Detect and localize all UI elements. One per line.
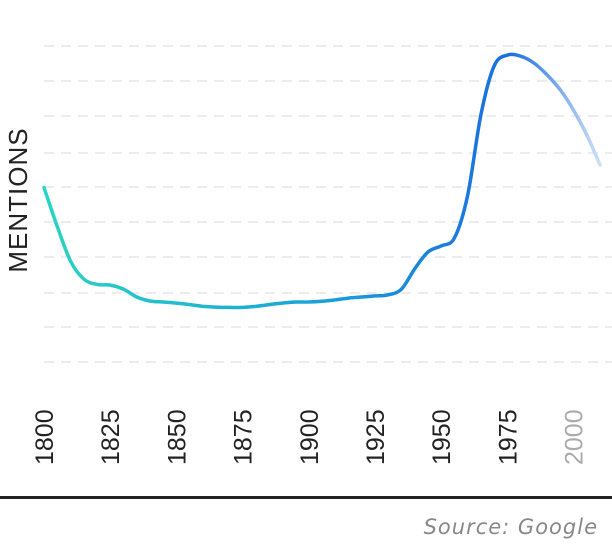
x-axis-baseline bbox=[0, 496, 612, 499]
x-tick-label: 1900 bbox=[296, 409, 324, 465]
x-tick-label: 1875 bbox=[230, 409, 258, 465]
x-tick-label: 1800 bbox=[31, 409, 59, 465]
grid-lines bbox=[44, 45, 612, 363]
source-note: Source: Google bbox=[423, 515, 598, 539]
line-chart: MENTIONS 1800 1825 1850 1875 1900 1925 1950 197… bbox=[3, 45, 612, 465]
x-tick-label: 1975 bbox=[494, 409, 522, 465]
x-axis-ticks: 1800 1825 1850 1875 1900 1925 1950 1975 2000 bbox=[31, 409, 589, 465]
x-tick-label: 1850 bbox=[163, 409, 191, 465]
x-tick-label: 1950 bbox=[428, 409, 456, 465]
x-tick-label: 2000 bbox=[561, 409, 589, 465]
x-tick-label: 1925 bbox=[362, 409, 390, 465]
y-axis-label: MENTIONS bbox=[3, 127, 33, 272]
x-tick-label: 1825 bbox=[97, 409, 125, 465]
series-line bbox=[42, 52, 602, 310]
